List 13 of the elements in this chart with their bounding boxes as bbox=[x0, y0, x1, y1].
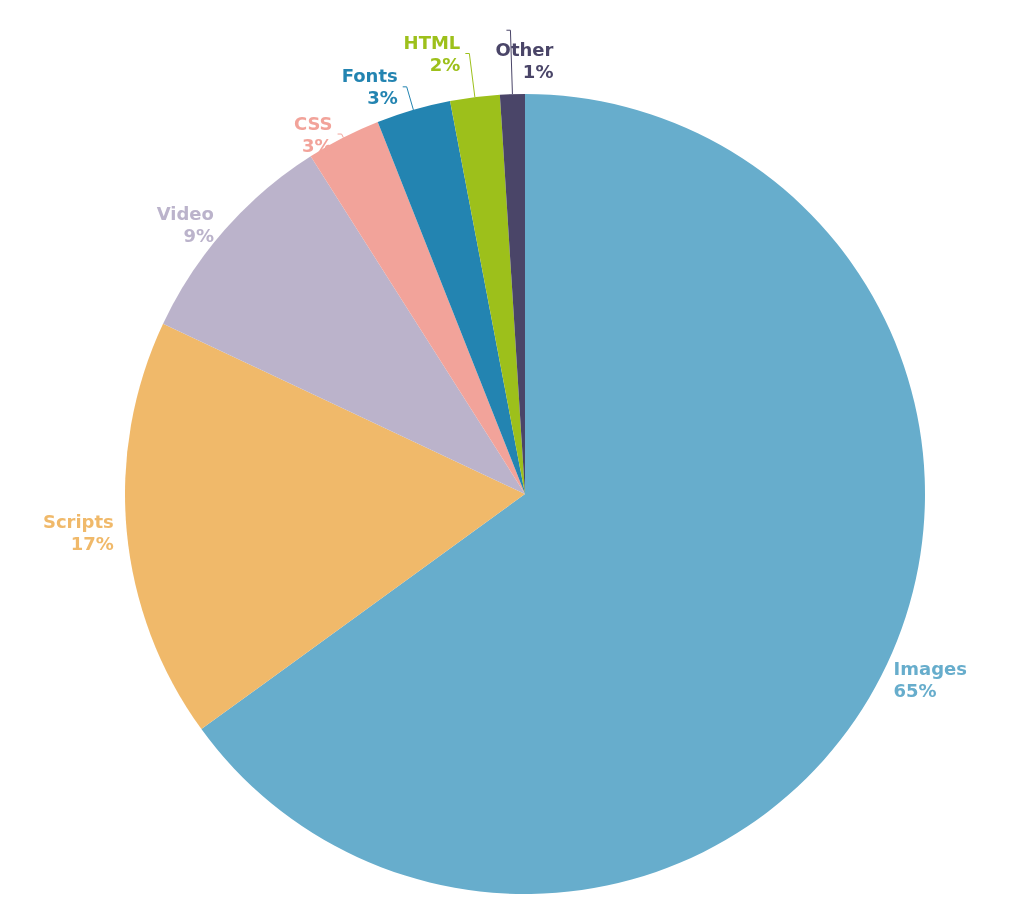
slice-label: Fonts bbox=[341, 65, 398, 87]
slice-label: Other bbox=[495, 38, 554, 60]
slice-label: Images bbox=[893, 657, 967, 679]
slice-label: Scripts bbox=[42, 510, 114, 532]
data-label: 65% bbox=[893, 679, 937, 701]
data-label: 17% bbox=[70, 532, 114, 554]
slice-label: Video bbox=[156, 202, 214, 224]
slice-label: CSS bbox=[293, 112, 333, 134]
data-label: 9% bbox=[183, 224, 214, 246]
data-label: 3% bbox=[367, 87, 398, 109]
slice-label: HTML bbox=[403, 32, 461, 53]
data-label: 2% bbox=[429, 54, 461, 75]
data-label: 1% bbox=[522, 60, 554, 82]
